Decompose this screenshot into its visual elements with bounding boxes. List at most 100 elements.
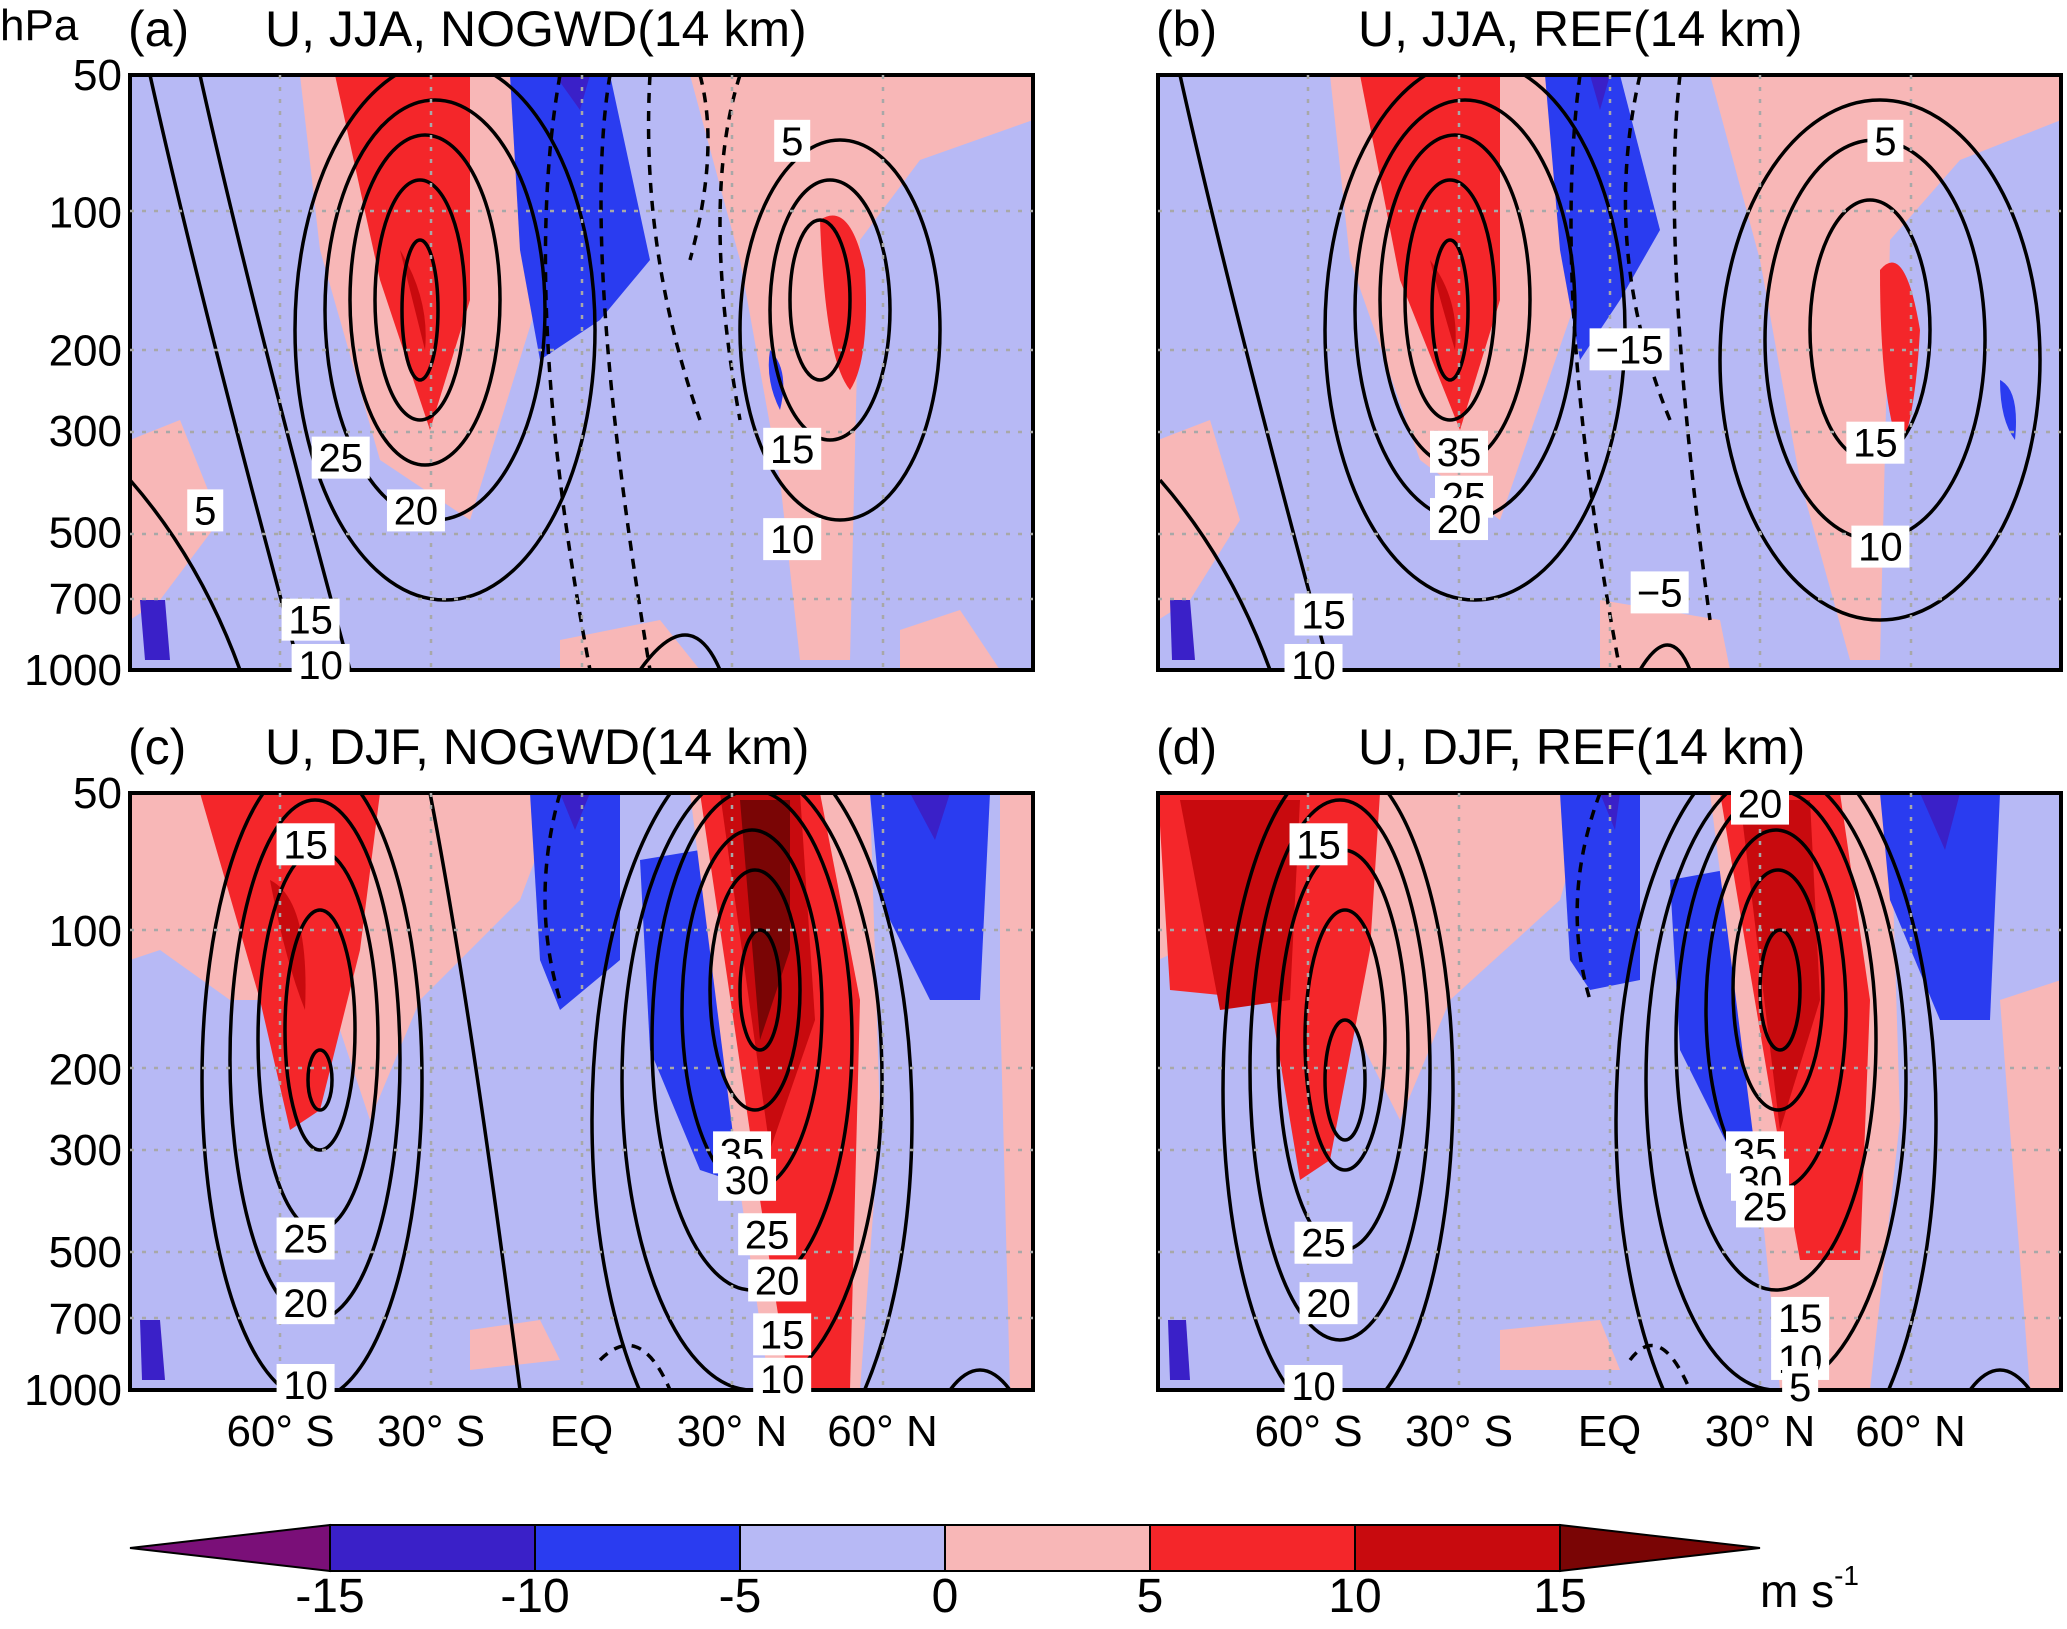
contour-label-box (1851, 525, 1910, 568)
contour-label-box (763, 427, 822, 470)
contour-label-a: 5 (774, 119, 811, 164)
panel-b-title: U, JJA, REF(14 km) (1358, 1, 1802, 57)
contour-label-box (1867, 119, 1904, 162)
contour-label-text: 15 (1853, 422, 1898, 466)
contour-label-d: 20 (1731, 782, 1789, 827)
contour-label-d: 25 (1736, 1185, 1795, 1229)
contour-label-text: 10 (298, 644, 343, 688)
contour-label-text: 20 (283, 1282, 328, 1326)
contour-label-text: 5 (781, 120, 803, 164)
panel-a-grid (130, 75, 1033, 670)
contour-label-b: 15 (1294, 593, 1353, 637)
contour-label-d: 15 (1771, 1296, 1830, 1341)
contour-label-d: 10 (1284, 1364, 1343, 1409)
x-tick-label: 60° N (827, 1407, 938, 1456)
contour-label-box (1289, 823, 1348, 866)
contour-label-b: −15 (1589, 328, 1670, 372)
contour-label-box (1294, 1221, 1353, 1264)
contour-label-box (276, 823, 335, 866)
contour-label-box (738, 1213, 797, 1256)
contour-label-d: 25 (1294, 1221, 1353, 1266)
y-tick-label: 700 (49, 575, 122, 624)
contour-label-box (718, 1158, 777, 1201)
contour-label-text: 15 (770, 428, 815, 472)
colorbar-band (534, 1524, 741, 1572)
contour-label-text: 15 (283, 823, 328, 867)
contour-label-b: 35 (1430, 430, 1488, 475)
panel-c-letter: (c) (128, 719, 186, 775)
contour-label-box (1771, 1296, 1830, 1339)
contour-label-text: 20 (1738, 783, 1783, 827)
colorbar-unit-exponent: -1 (1834, 1560, 1859, 1591)
colorbar-tick-label: -5 (719, 1570, 762, 1623)
y-tick-label: 200 (49, 326, 122, 375)
contour-label-text: 10 (1291, 644, 1336, 688)
contour-label-box (1731, 782, 1789, 825)
contour-label-a: 20 (386, 489, 445, 533)
x-tick-label: 30° N (1705, 1407, 1816, 1456)
contour-label-text: −15 (1596, 328, 1664, 372)
contour-label-text: 5 (194, 489, 216, 533)
contour-label-c: 10 (276, 1363, 335, 1408)
contour-label-d: 5 (1782, 1365, 1819, 1410)
contour-label-c: 25 (276, 1217, 335, 1262)
contour-label-b: 15 (1846, 421, 1905, 466)
contour-label-c: 15 (753, 1313, 812, 1357)
contour-label-text: −5 (1637, 571, 1683, 615)
y-tick-label: 700 (49, 1295, 122, 1344)
pressure-unit-label: hPa (0, 1, 79, 50)
contour-label-text: 25 (1743, 1185, 1788, 1229)
contour-label-text: 25 (745, 1213, 790, 1257)
colorbar-unit-text: m s (1760, 1565, 1834, 1617)
contour-label-c: 20 (276, 1282, 335, 1326)
panel-b: (b) U, JJA, REF(14 km) (1156, 1, 2063, 672)
contour-label-text: 15 (1778, 1297, 1823, 1341)
contour-label-text: 15 (1296, 823, 1341, 867)
x-tick-label: 30° N (677, 1407, 788, 1456)
contour-label-box (1294, 593, 1353, 636)
colorbar-band (329, 1524, 536, 1572)
y-tick-label: 1000 (24, 646, 122, 695)
panel-d-title: U, DJF, REF(14 km) (1358, 719, 1805, 775)
x-tick-label: 60° S (1254, 1407, 1362, 1456)
panel-a-title: U, JJA, NOGWD(14 km) (265, 1, 807, 57)
y-tick-label: 100 (49, 189, 122, 238)
contour-label-box (276, 1217, 335, 1260)
contour-label-box (1782, 1365, 1819, 1408)
contour-label-box (1736, 1185, 1795, 1228)
x-tick-label: 60° N (1855, 1407, 1966, 1456)
x-tick-label: 30° S (377, 1407, 485, 1456)
contour-label-a: 15 (763, 427, 822, 472)
y-tick-label: 500 (49, 1228, 122, 1277)
y-tick-label: 100 (49, 907, 122, 956)
contour-label-text: 20 (1437, 498, 1482, 542)
contour-label-text: 5 (1874, 120, 1896, 164)
axis-tick-labels: 50 100 200 300 500 700 1000 50 100 200 300 500 700 10… (24, 51, 1966, 1456)
contour-label-box (1630, 571, 1689, 614)
contour-label-box (187, 489, 224, 532)
x-tick-label: EQ (550, 1407, 614, 1456)
contour-label-box (1284, 643, 1343, 686)
y-tick-label: 200 (49, 1045, 122, 1094)
contour-label-b: 10 (1851, 525, 1910, 570)
contour-label-box (748, 1259, 807, 1302)
colorbar-tick-label: 15 (1533, 1570, 1586, 1623)
contour-label-box (774, 119, 811, 162)
contour-label-text: 30 (725, 1159, 770, 1203)
contour-label-box (1846, 421, 1905, 464)
contour-label-box (281, 598, 340, 641)
panel-d-letter: (d) (1156, 719, 1217, 775)
contour-label-text: 15 (1301, 593, 1346, 637)
contour-label-box (753, 1357, 812, 1400)
contour-label-c: 30 (718, 1158, 777, 1203)
colorbar-band (739, 1524, 946, 1572)
contour-label-box (1430, 498, 1488, 541)
contour-label-text: 25 (283, 1218, 328, 1262)
colorbar-band (944, 1524, 1151, 1572)
contour-label-b: 20 (1430, 498, 1488, 542)
y-tick-label: 300 (49, 407, 122, 456)
panel-b-letter: (b) (1156, 1, 1217, 57)
contour-label-a: 10 (291, 643, 350, 688)
contour-label-text: 10 (1858, 526, 1903, 570)
